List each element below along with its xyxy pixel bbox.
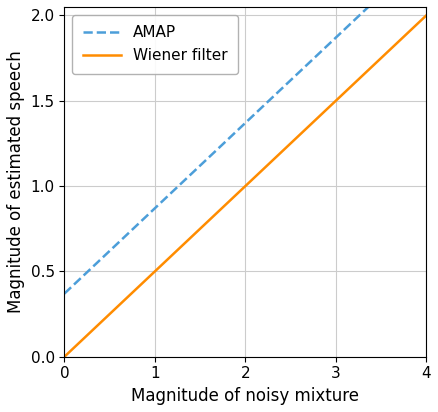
Wiener filter (415, 21, 420, 26)
AMAP (358, 12, 364, 16)
AMAP (277, 88, 283, 93)
Wiener filter (236, 190, 241, 195)
X-axis label: Magnitude of noisy mixture: Magnitude of noisy mixture (131, 387, 359, 405)
Line: Wiener filter: Wiener filter (64, 16, 426, 357)
AMAP (62, 291, 67, 296)
AMAP (236, 127, 241, 132)
Wiener filter (62, 354, 67, 359)
Wiener filter (233, 192, 239, 197)
Legend: AMAP, Wiener filter: AMAP, Wiener filter (72, 14, 238, 74)
Wiener filter (424, 13, 429, 18)
Wiener filter (358, 75, 364, 80)
Wiener filter (277, 151, 283, 156)
Line: AMAP: AMAP (64, 0, 426, 294)
Wiener filter (258, 170, 263, 175)
Y-axis label: Magnitude of estimated speech: Magnitude of estimated speech (7, 51, 25, 313)
AMAP (258, 106, 263, 111)
AMAP (233, 129, 239, 134)
